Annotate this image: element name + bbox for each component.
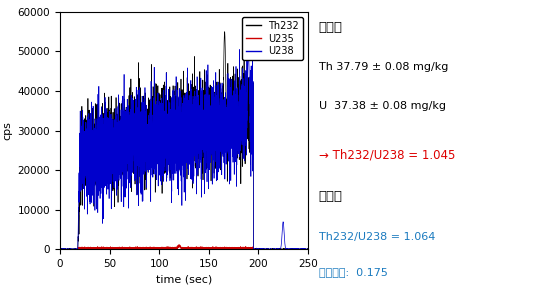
Text: 실험값: 실험값 [319,190,343,203]
U235 [152,247,158,251]
U238 [102,154,108,157]
U235 [102,248,108,251]
Th232 [242,106,249,110]
U235 [57,248,63,251]
Th232 [152,131,158,134]
U235 [177,243,183,247]
U238 [244,46,250,49]
Y-axis label: cps: cps [2,121,12,140]
Th232 [57,247,63,251]
U238 [218,113,225,117]
Th232 [205,116,212,119]
Th232 [57,248,63,251]
Text: U  37.38 ± 0.08 mg/kg: U 37.38 ± 0.08 mg/kg [319,101,446,111]
Text: Th 37.79 ± 0.08 mg/kg: Th 37.79 ± 0.08 mg/kg [319,62,448,72]
Legend: Th232, U235, U238: Th232, U235, U238 [242,17,303,60]
U235 [305,248,311,251]
Th232 [221,30,228,34]
Line: U238: U238 [60,48,308,249]
U235 [261,248,267,251]
X-axis label: time (sec): time (sec) [156,275,212,285]
U235 [205,246,212,249]
Th232 [261,248,267,251]
U238 [57,248,63,251]
Line: Th232: Th232 [60,32,308,249]
U238 [241,102,248,106]
Th232 [305,248,311,251]
U238 [205,139,212,142]
Th232 [102,137,108,140]
U238 [305,248,311,251]
Line: U235: U235 [60,245,308,249]
Text: 공인값: 공인값 [319,21,343,34]
Text: Th232/U238 = 1.064: Th232/U238 = 1.064 [319,232,435,242]
Text: → Th232/U238 = 1.045: → Th232/U238 = 1.045 [319,148,455,162]
U238 [152,127,158,131]
U235 [242,246,249,250]
U235 [218,246,225,250]
Text: 표준편차:  0.175: 표준편차: 0.175 [319,267,387,277]
U238 [261,247,267,251]
Th232 [218,119,225,123]
